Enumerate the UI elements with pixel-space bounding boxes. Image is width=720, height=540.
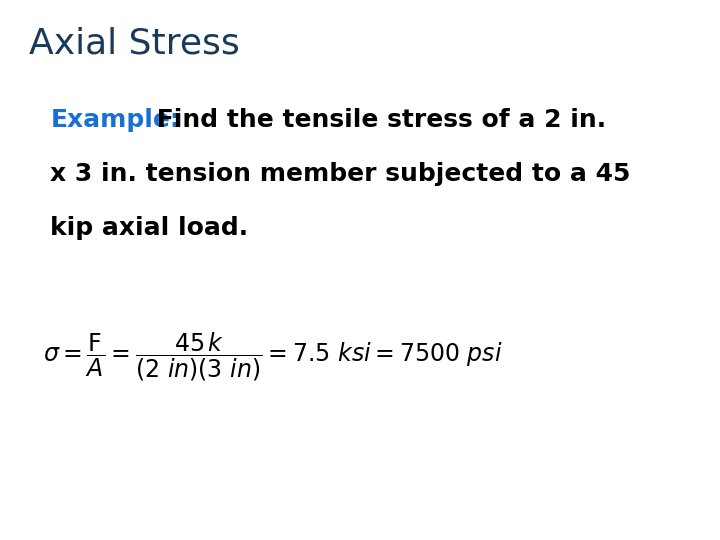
Text: kip axial load.: kip axial load.	[50, 216, 248, 240]
Text: x 3 in. tension member subjected to a 45: x 3 in. tension member subjected to a 45	[50, 162, 631, 186]
Text: Find the tensile stress of a 2 in.: Find the tensile stress of a 2 in.	[148, 108, 606, 132]
Text: $\sigma = \dfrac{\rm F}{\it A} = \dfrac{45\,\mathit{k}}{(2\ \mathit{in})(3\ \mat: $\sigma = \dfrac{\rm F}{\it A} = \dfrac{…	[43, 330, 503, 382]
Text: Example:: Example:	[50, 108, 180, 132]
Text: Axial Stress: Axial Stress	[29, 27, 240, 61]
